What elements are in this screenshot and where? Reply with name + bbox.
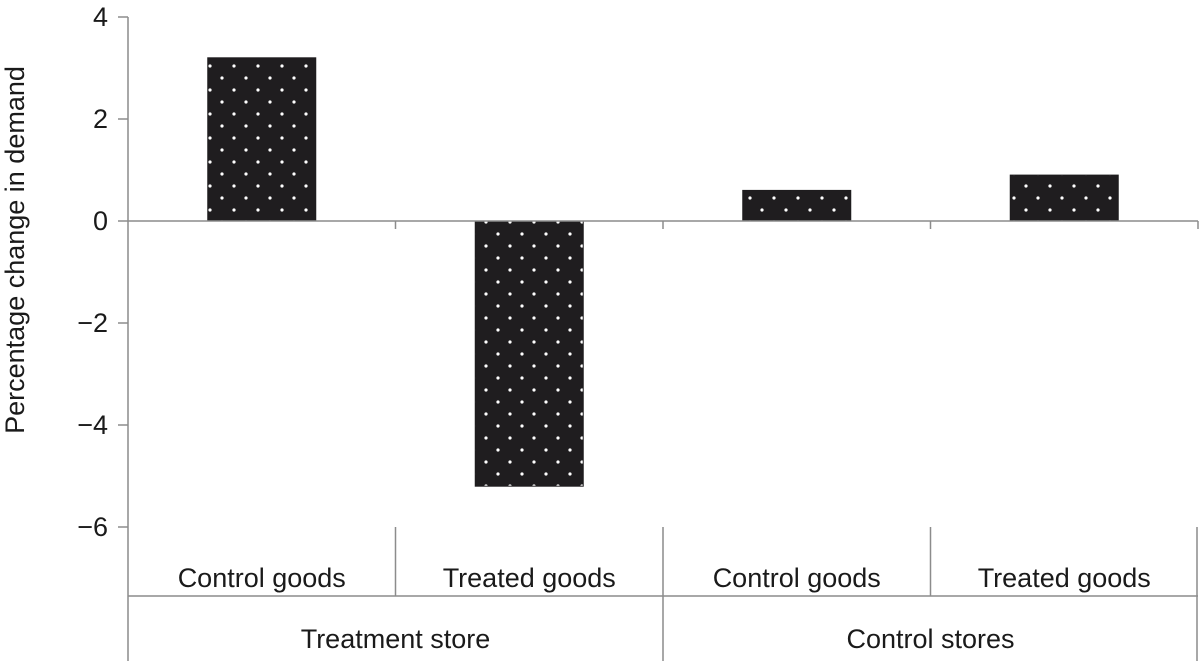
group-label: Control stores — [846, 624, 1014, 654]
y-tick-label: −4 — [77, 410, 108, 440]
category-label: Treated goods — [978, 563, 1151, 593]
y-tick-label: 2 — [93, 104, 108, 134]
bar — [474, 220, 584, 487]
y-tick-label: 4 — [93, 2, 108, 32]
bar — [207, 57, 317, 222]
y-tick-label: −6 — [77, 512, 108, 542]
y-tick-label: −2 — [77, 308, 108, 338]
bar — [742, 189, 852, 222]
category-label: Control goods — [713, 563, 881, 593]
category-label: Control goods — [178, 563, 346, 593]
group-label: Treatment store — [301, 624, 491, 654]
x-axis: Control goods Treated goods Control goods T… — [128, 220, 1199, 661]
y-tick-label: 0 — [93, 206, 108, 236]
bars — [207, 57, 1119, 487]
y-axis-title: Percentage change in demand — [0, 66, 30, 434]
y-axis: 4 2 0 −2 −4 −6 — [77, 2, 129, 661]
bar — [1009, 174, 1119, 222]
category-label: Treated goods — [443, 563, 616, 593]
